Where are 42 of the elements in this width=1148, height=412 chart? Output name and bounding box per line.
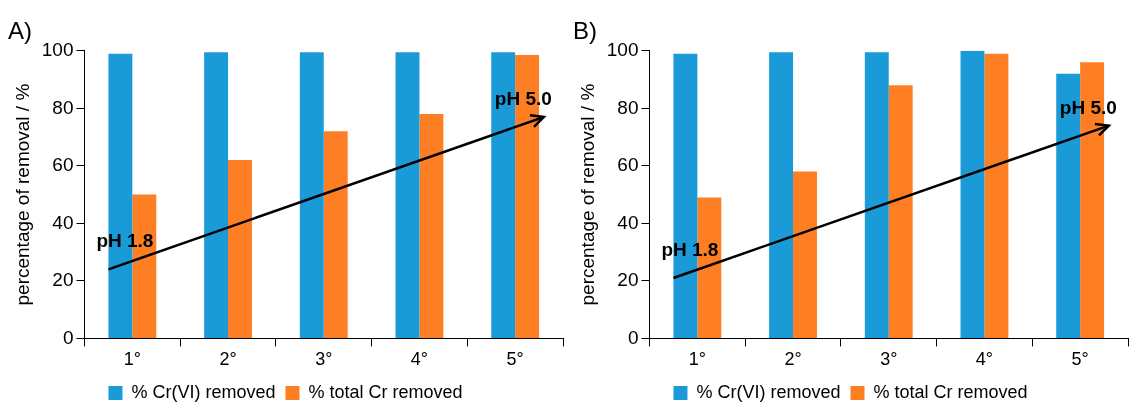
- y-tick-label: 80: [617, 96, 639, 118]
- legend-label: % total Cr removed: [308, 381, 463, 402]
- bar: [793, 171, 817, 338]
- y-tick-label: 20: [52, 269, 74, 291]
- x-tick-label: 4°: [975, 349, 994, 370]
- chart-title: B): [573, 17, 597, 45]
- y-tick-label: 40: [617, 211, 639, 233]
- y-tick-label: 40: [52, 211, 74, 233]
- y-tick-label: 60: [617, 154, 639, 176]
- x-tick-label: 1°: [688, 349, 706, 370]
- x-tick-label: 3°: [315, 349, 333, 370]
- bar: [323, 131, 348, 338]
- bar: [419, 114, 444, 338]
- legend-label: % total Cr removed: [873, 381, 1028, 402]
- y-tick-label: 100: [41, 39, 74, 61]
- y-tick-label: 0: [62, 326, 74, 348]
- y-tick-label: 0: [627, 326, 639, 348]
- legend-label: % Cr(VI) removed: [131, 381, 276, 402]
- y-tick-label: 80: [52, 96, 74, 118]
- x-tick-label: 5°: [506, 349, 524, 370]
- bar: [299, 52, 324, 338]
- y-axis-title: percentage of removal / %: [576, 83, 598, 306]
- bar: [888, 85, 913, 338]
- bar: [984, 53, 1009, 338]
- bar: [769, 52, 794, 338]
- bar: [395, 52, 420, 338]
- x-tick-label: 2°: [219, 349, 237, 370]
- chart-title: A): [8, 17, 32, 45]
- legend-label: % Cr(VI) removed: [696, 381, 841, 402]
- bar: [204, 52, 229, 338]
- x-tick-label: 3°: [880, 349, 898, 370]
- y-axis-title: percentage of removal / %: [11, 83, 33, 306]
- bar: [864, 52, 889, 338]
- y-tick-label: 100: [606, 39, 639, 61]
- bar: [960, 50, 985, 338]
- x-tick-label: 4°: [410, 349, 429, 370]
- x-tick-label: 2°: [784, 349, 802, 370]
- x-tick-label: 5°: [1071, 349, 1089, 370]
- y-tick-label: 60: [52, 154, 74, 176]
- x-tick-label: 1°: [123, 349, 141, 370]
- y-tick-label: 20: [617, 269, 639, 291]
- bar: [228, 160, 252, 338]
